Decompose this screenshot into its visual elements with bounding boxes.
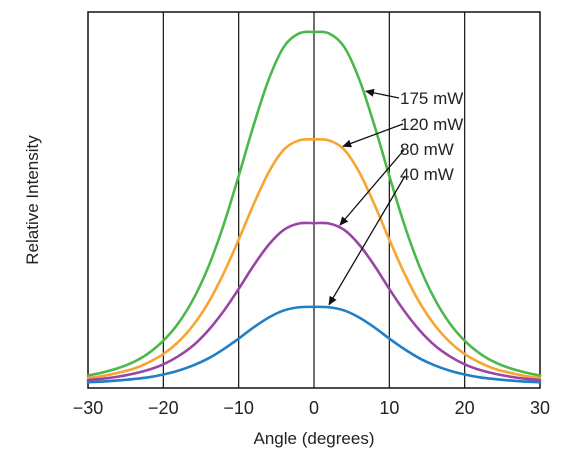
series-label-3: 40 mW xyxy=(400,165,454,184)
series-line-2 xyxy=(86,221,542,382)
series-arrow-3 xyxy=(328,175,406,306)
x-tick-label: −10 xyxy=(223,398,254,418)
series-annotations: 175 mW 120 mW 80 mW 40 mW xyxy=(328,88,463,306)
series-line-1 xyxy=(86,137,542,380)
series-arrow-0 xyxy=(364,88,400,99)
x-tick-labels: −30 −20 −10 0 10 20 30 xyxy=(73,398,550,418)
x-tick-label: 0 xyxy=(309,398,319,418)
x-tick-label: 20 xyxy=(455,398,475,418)
series-arrow-2 xyxy=(339,149,405,226)
series-arrow-1 xyxy=(342,123,404,148)
x-tick-label: 10 xyxy=(379,398,399,418)
series-label-1: 120 mW xyxy=(400,115,463,134)
series-label-0: 175 mW xyxy=(400,89,463,108)
series-line-3 xyxy=(86,305,542,384)
series-lines xyxy=(86,30,542,384)
grid-lines xyxy=(162,12,466,388)
series-line-0 xyxy=(86,30,542,377)
y-axis-title: Relative Intensity xyxy=(23,135,42,265)
x-tick-label: −30 xyxy=(73,398,104,418)
series-label-2: 80 mW xyxy=(400,140,454,159)
x-axis-title: Angle (degrees) xyxy=(254,429,375,448)
x-tick-label: −20 xyxy=(148,398,179,418)
x-tick-label: 30 xyxy=(530,398,550,418)
